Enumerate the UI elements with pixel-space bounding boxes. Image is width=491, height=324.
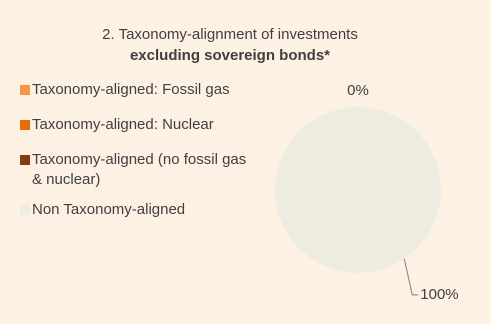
legend-item: Taxonomy-aligned (no fossil gas & nuclea… <box>20 150 250 190</box>
legend-swatch <box>20 85 30 95</box>
chart-subtitle: excluding sovereign bonds* <box>129 47 331 64</box>
legend-swatch <box>20 120 30 130</box>
data-label: 100% <box>420 286 458 303</box>
leader-line <box>403 258 419 296</box>
data-label: 0% <box>347 82 369 99</box>
pie-slice <box>275 107 441 273</box>
legend-item: Non Taxonomy-aligned <box>20 200 250 220</box>
legend-label: Taxonomy-aligned (no fossil gas & nuclea… <box>32 151 247 188</box>
legend-label: Non Taxonomy-aligned <box>32 201 186 218</box>
chart-title: 2. Taxonomy-alignment of investments <box>102 26 358 43</box>
legend-label: Taxonomy-aligned: Nuclear <box>32 116 214 133</box>
legend-item: Taxonomy-aligned: Nuclear <box>20 115 250 135</box>
legend: Taxonomy-aligned: Fossil gas Taxonomy-ali… <box>20 80 250 235</box>
legend-label: Taxonomy-aligned: Fossil gas <box>32 81 230 98</box>
legend-item: Taxonomy-aligned: Fossil gas <box>20 80 250 100</box>
legend-swatch <box>20 155 30 165</box>
legend-swatch <box>20 205 30 215</box>
